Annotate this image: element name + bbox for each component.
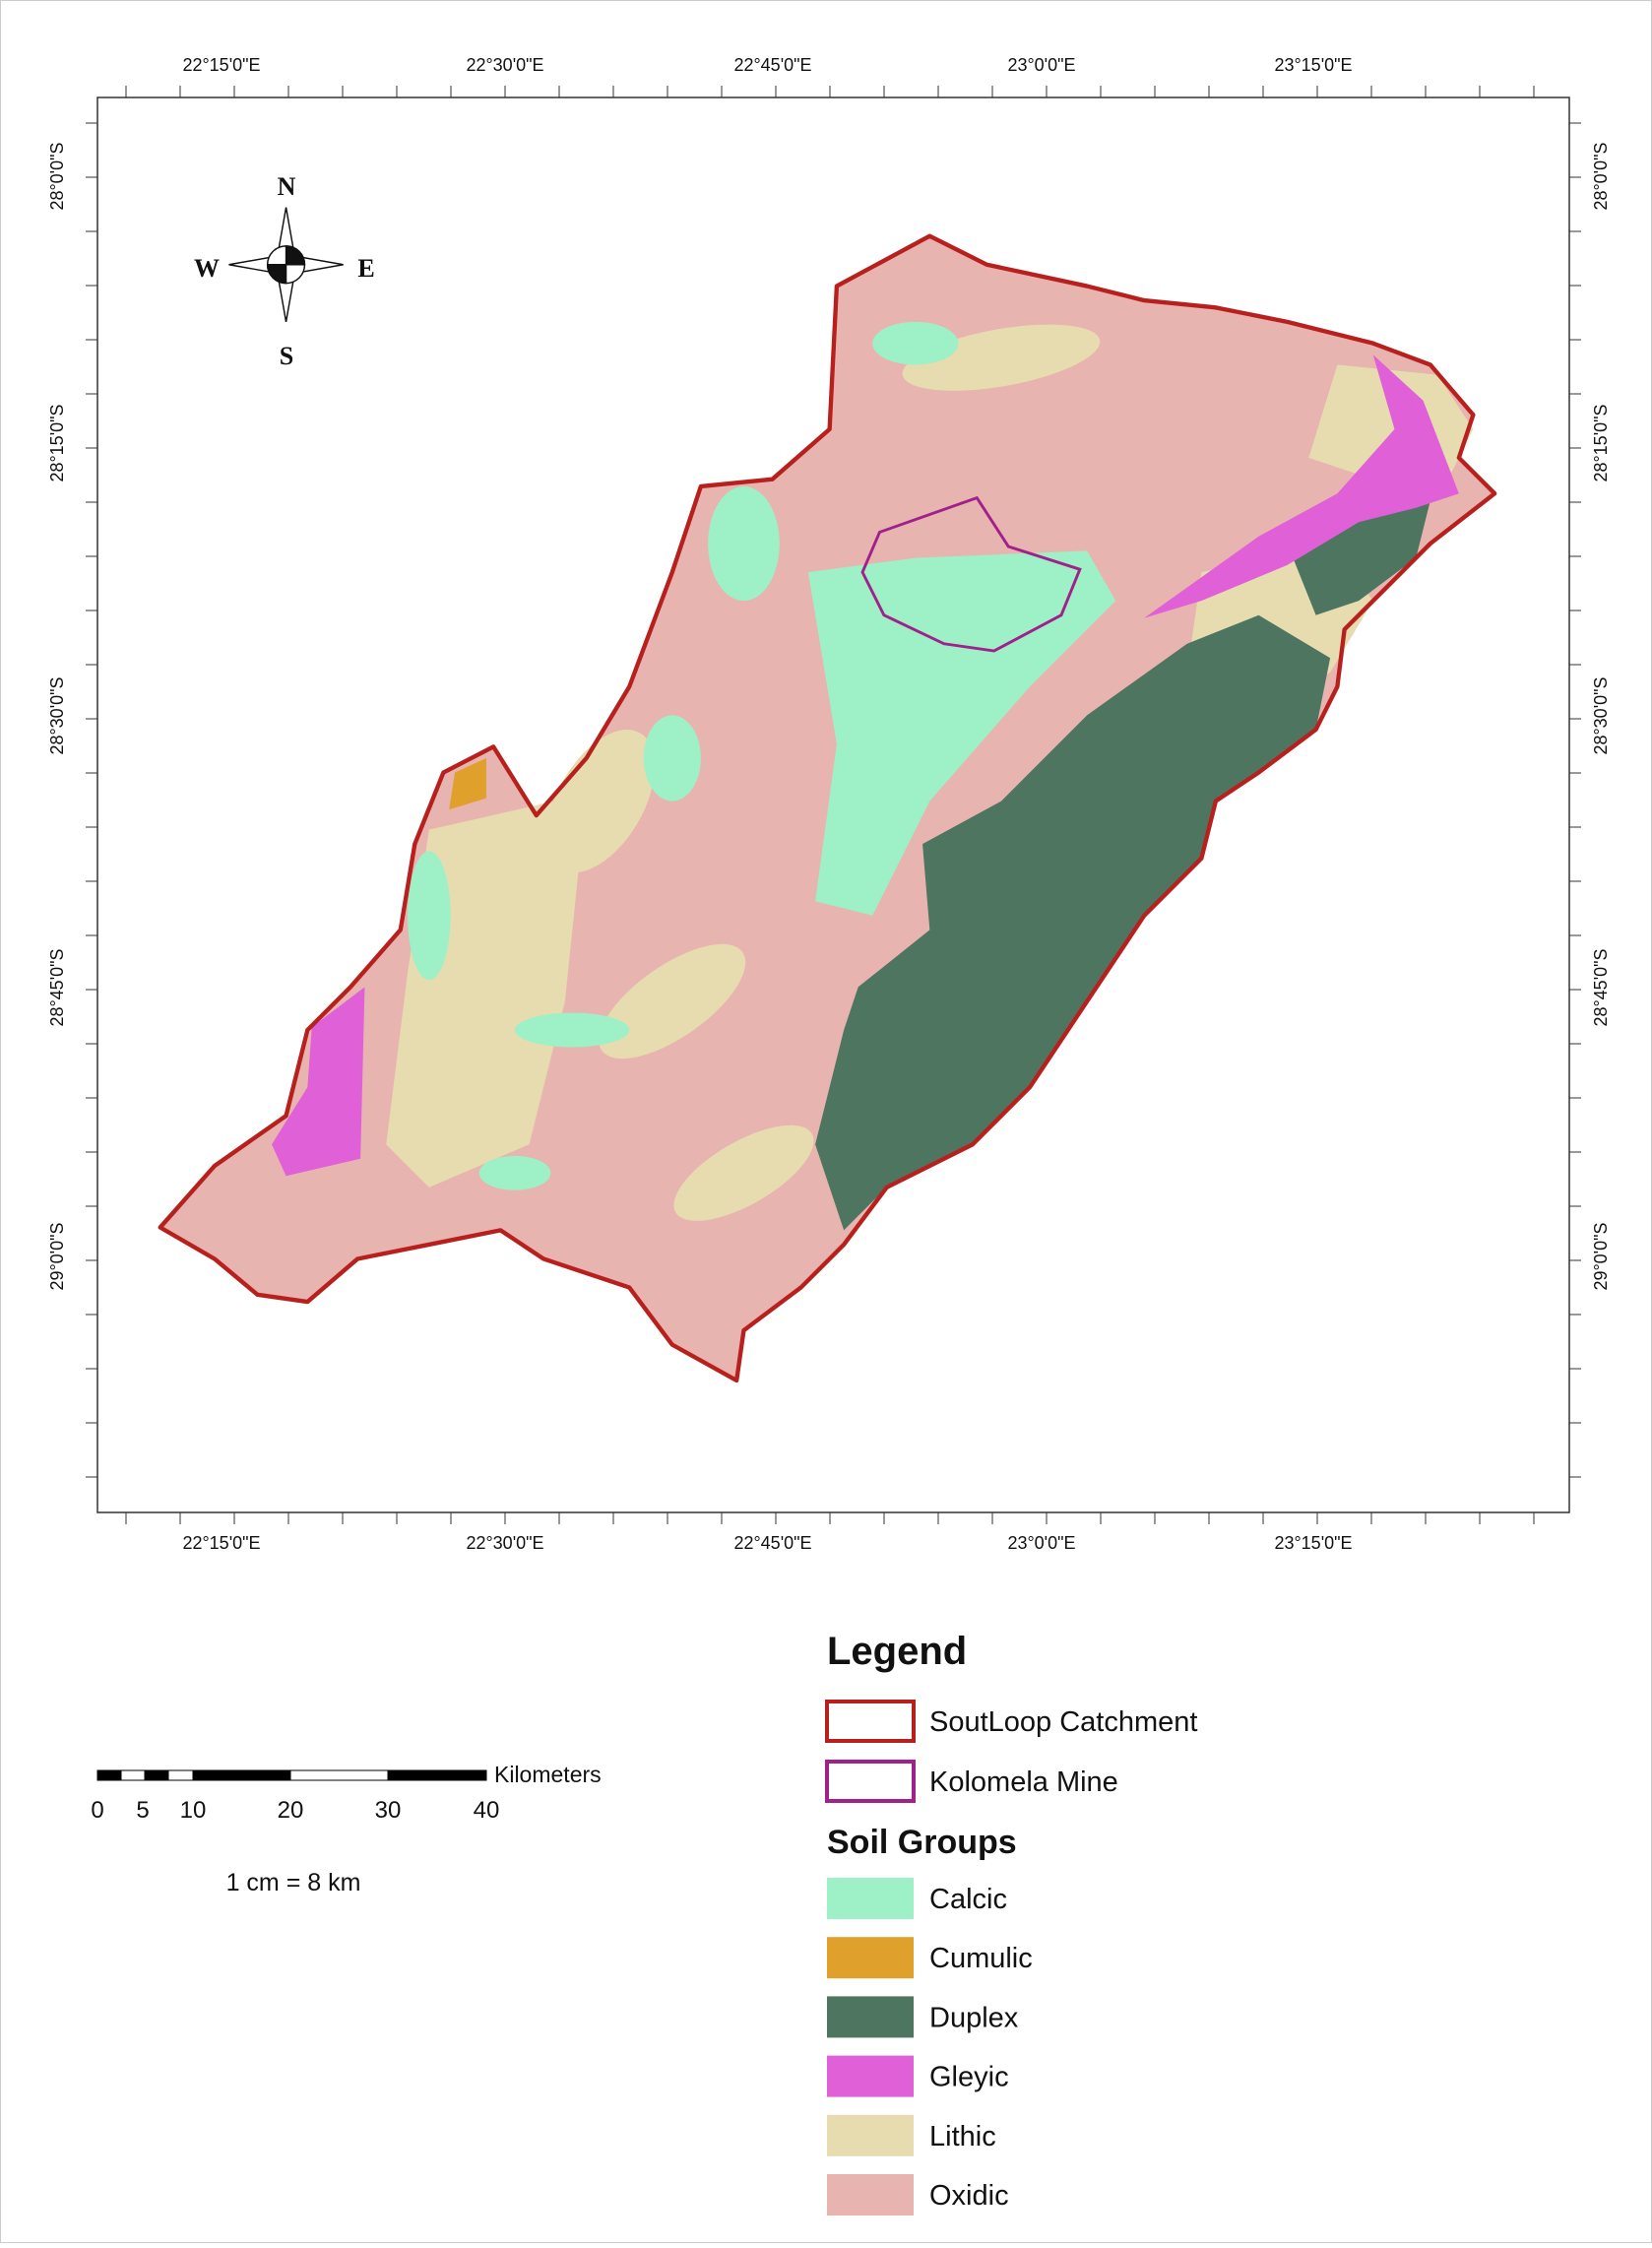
lithic-area [546, 730, 656, 873]
legend-swatch [827, 2174, 914, 2216]
legend-swatch [827, 1996, 914, 2038]
graticule-label-left: 28°15'0"S [47, 404, 67, 482]
gleyic-area [272, 987, 365, 1177]
graticule-label-top: 22°30'0"E [466, 55, 543, 75]
scale-bar-segment [387, 1769, 487, 1781]
graticule-label-right: 28°45'0"S [1591, 948, 1611, 1026]
legend-swatch [825, 1760, 916, 1803]
lithic-area [599, 943, 746, 1060]
cumulic-area [449, 757, 486, 810]
scale-label: 30 [375, 1797, 402, 1824]
graticule-label-top: 23°0'0"E [1007, 55, 1075, 75]
graticule-label-left: 28°30'0"S [47, 676, 67, 754]
scale-bar [96, 1769, 487, 1781]
legend-swatch [827, 1878, 914, 1919]
legend-swatch [827, 1937, 914, 1979]
scale-unit: Kilometers [494, 1762, 602, 1787]
catchment-boundary [158, 233, 1497, 1383]
compass-rose [228, 207, 344, 323]
legend-label: SoutLoop Catchment [929, 1706, 1197, 1738]
compass-west: W [194, 254, 220, 283]
graticule-label-bottom: 22°15'0"E [182, 1533, 260, 1553]
compass-east: E [357, 254, 374, 283]
graticule-label-bottom: 23°15'0"E [1274, 1533, 1352, 1553]
scale-bar-segment [192, 1769, 291, 1781]
lithic-area [673, 1124, 814, 1221]
frame-ticks [86, 86, 1581, 1524]
gleyic-area [1144, 354, 1459, 618]
graticule-label-left: 28°45'0"S [47, 948, 67, 1026]
scale-label: 10 [180, 1797, 207, 1824]
mine-boundary [860, 495, 1082, 653]
calcic-area [807, 550, 1116, 916]
calcic-area [708, 485, 780, 602]
scale-label: 20 [278, 1797, 304, 1824]
graticule-label-right: 29°0'0"S [1591, 1222, 1611, 1290]
calcic-area [478, 1155, 551, 1190]
scale-bar-segment [96, 1769, 122, 1781]
graticule-label-right: 28°0'0"S [1591, 142, 1611, 210]
graticule-label-top: 22°45'0"E [733, 55, 811, 75]
graticule-label-left: 29°0'0"S [47, 1222, 67, 1290]
scale-ratio: 1 cm = 8 km [226, 1869, 361, 1896]
graticule-label-bottom: 23°0'0"E [1007, 1533, 1075, 1553]
legend-swatch [825, 1700, 916, 1743]
soil-groups-title: Soil Groups [827, 1824, 1017, 1861]
duplex-area [815, 614, 1331, 1231]
map-body [158, 207, 1497, 1383]
graticule-label-left: 28°0'0"S [47, 142, 67, 210]
calcic-area [643, 715, 701, 802]
graticule-label-top: 23°15'0"E [1274, 55, 1352, 75]
graticule-label-right: 28°15'0"S [1591, 404, 1611, 482]
legend-label: Cumulic [929, 1943, 1033, 1974]
scale-label: 0 [91, 1797, 103, 1824]
compass-north: N [278, 172, 296, 201]
compass-south: S [280, 342, 293, 370]
graticule-label-right: 28°30'0"S [1591, 676, 1611, 754]
calcic-area [515, 1012, 630, 1048]
legend-label: Duplex [929, 2002, 1019, 2033]
scale-label: 40 [474, 1797, 500, 1824]
legend-label: Calcic [929, 1884, 1007, 1915]
graticule-label-bottom: 22°30'0"E [466, 1533, 543, 1553]
legend-label: Kolomela Mine [929, 1766, 1118, 1798]
legend-swatch [827, 2055, 914, 2097]
legend-title: Legend [827, 1630, 967, 1673]
legend-swatch [827, 2114, 914, 2156]
compass-quadrants [266, 245, 306, 285]
graticule-label-top: 22°15'0"E [182, 55, 260, 75]
calcic-area [408, 851, 451, 981]
legend-label: Oxidic [929, 2180, 1009, 2212]
scale-bar-segment [144, 1769, 169, 1781]
legend-label: Lithic [929, 2121, 996, 2152]
graticule-label-bottom: 22°45'0"E [733, 1533, 811, 1553]
legend-label: Gleyic [929, 2062, 1009, 2093]
calcic-area [872, 321, 959, 365]
scale-label: 5 [136, 1797, 149, 1824]
